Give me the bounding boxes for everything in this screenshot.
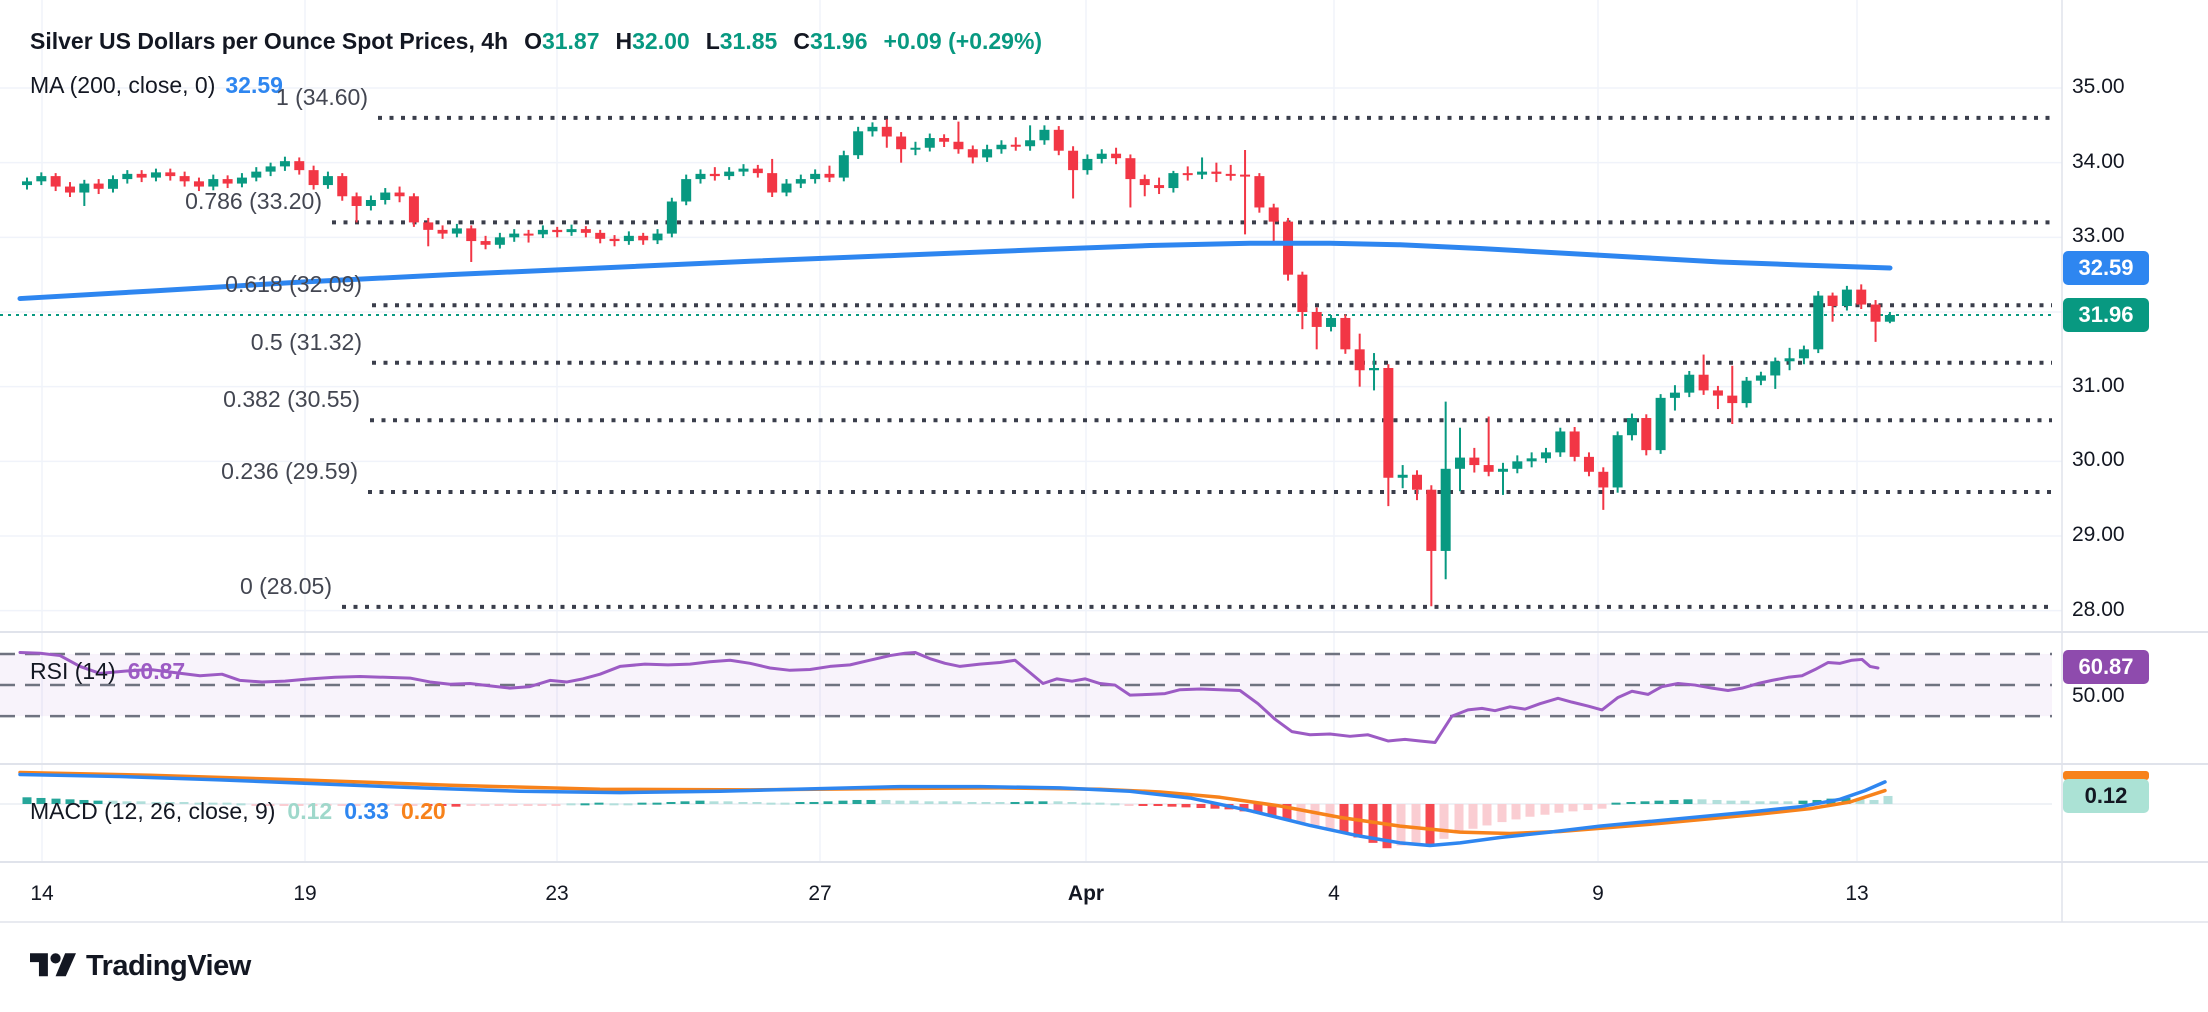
fib-level-label-1: 0.786 (33.20)	[185, 188, 322, 215]
tradingview-logo[interactable]: TradingView	[30, 948, 251, 984]
rsi-value-badge: 60.87	[2063, 650, 2149, 684]
fib-level-label-6: 0 (28.05)	[239, 572, 332, 599]
rsi-label: RSI (14)	[30, 658, 116, 684]
macd-signal-axis-badge	[2063, 771, 2149, 780]
rsi-axis-50-label: 50.00	[2072, 684, 2125, 707]
chart-title-row: Silver US Dollars per Ounce Spot Prices,…	[30, 28, 1042, 55]
macd-line-value: 0.33	[344, 798, 389, 824]
fib-level-label-4: 0.382 (30.55)	[223, 386, 360, 413]
ma-value: 32.59	[225, 72, 283, 98]
rsi-value: 60.87	[127, 658, 186, 684]
price-axis-label-5[interactable]: 29.00	[2072, 523, 2125, 546]
symbol-title[interactable]: Silver US Dollars per Ounce Spot Prices,…	[30, 28, 509, 54]
price-change: +0.09 (+0.29%)	[883, 28, 1043, 54]
price-axis-label-4[interactable]: 30.00	[2072, 448, 2125, 472]
time-axis-label-3[interactable]: 27	[808, 882, 832, 905]
fib-level-label-2: 0.618 (32.09)	[225, 271, 362, 298]
time-axis-label-0[interactable]: 14	[30, 882, 54, 905]
last-price-badge: 31.96	[2063, 298, 2149, 332]
ma-label: MA (200, close, 0)	[30, 72, 216, 98]
fib-level-label-3: 0.5 (31.32)	[250, 328, 362, 355]
ohlc-close: C31.96	[793, 28, 868, 54]
macd-indicator-row[interactable]: MACD (12, 26, close, 9) 0.12 0.33 0.20	[30, 798, 446, 825]
ma-indicator-row[interactable]: MA (200, close, 0) 32.59	[30, 72, 283, 99]
macd-value-badge: 0.12	[2063, 779, 2149, 813]
ohlc-high: H32.00	[615, 28, 690, 54]
tradingview-logo-icon	[30, 953, 76, 977]
macd-label: MACD (12, 26, close, 9)	[30, 798, 276, 824]
macd-hist-value: 0.12	[287, 798, 333, 824]
price-axis-label-1[interactable]: 34.00	[2072, 149, 2125, 173]
macd-signal-value: 0.20	[400, 798, 446, 824]
price-axis-label-0[interactable]: 35.00	[2072, 75, 2125, 98]
fib-level-label-5: 0.236 (29.59)	[221, 457, 358, 484]
ohlc-low: L31.85	[705, 28, 778, 54]
ohlc-open: O31.87	[524, 28, 600, 54]
time-axis-label-4[interactable]: Apr	[1067, 882, 1105, 905]
ma-price-badge: 32.59	[2063, 251, 2149, 285]
time-axis-label-2[interactable]: 23	[545, 882, 569, 905]
price-axis-label-6[interactable]: 28.00	[2072, 597, 2125, 621]
price-axis-label-2[interactable]: 33.00	[2072, 224, 2125, 248]
price-axis-label-3[interactable]: 31.00	[2072, 373, 2125, 397]
rsi-indicator-row[interactable]: RSI (14) 60.87	[30, 658, 185, 685]
time-axis-label-7[interactable]: 13	[1845, 882, 1869, 905]
fib-level-label-0: 1 (34.60)	[275, 83, 368, 110]
time-axis-label-5[interactable]: 4	[1328, 882, 1340, 905]
time-axis-label-6[interactable]: 9	[1592, 882, 1604, 905]
tradingview-logo-text: TradingView	[86, 949, 251, 982]
time-axis-label-1[interactable]: 19	[293, 882, 317, 905]
